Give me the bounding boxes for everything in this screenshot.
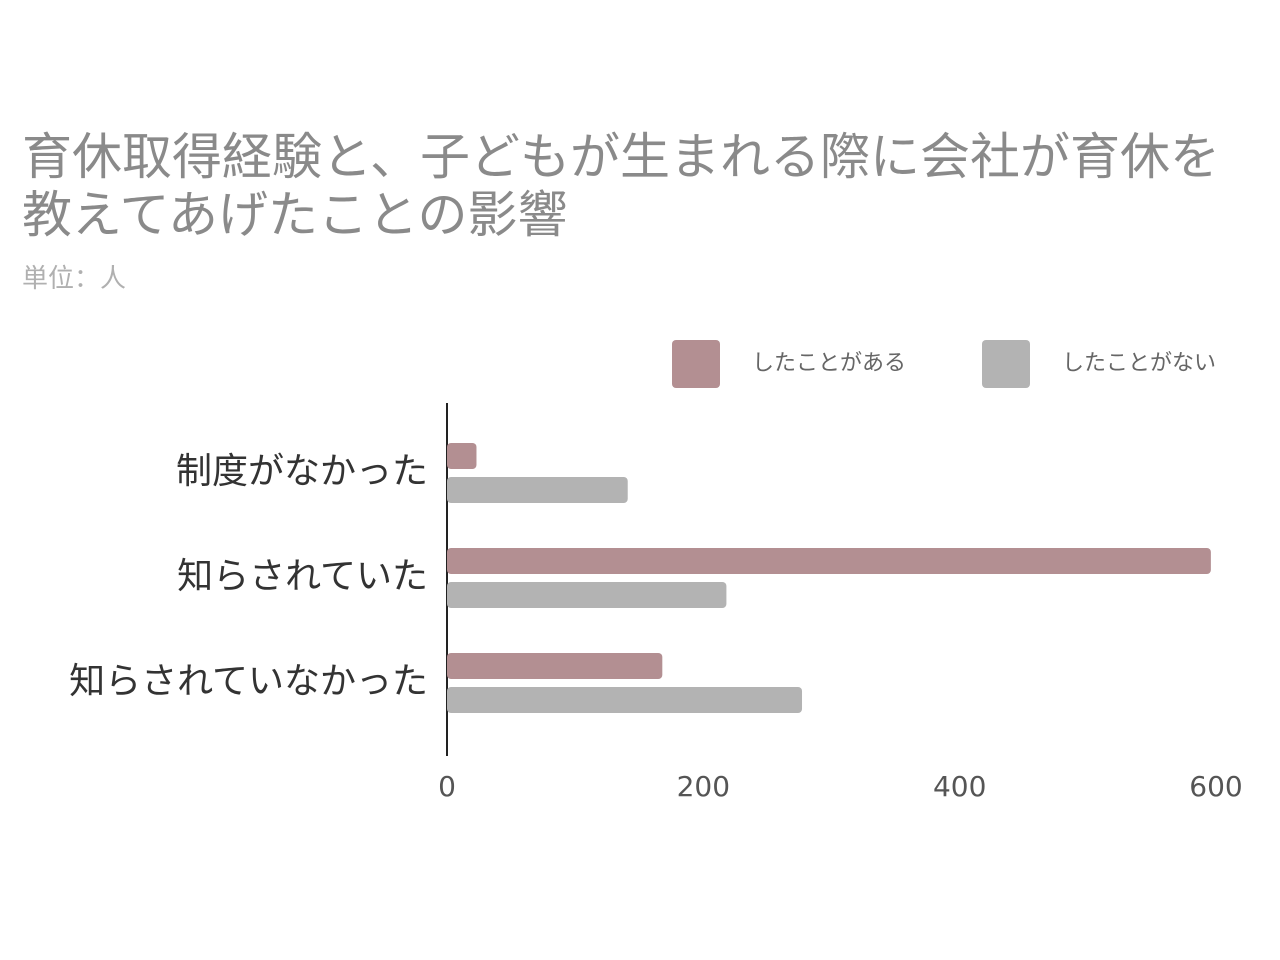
bar — [447, 443, 477, 469]
bar — [447, 582, 727, 608]
x-tick-label: 400 — [933, 770, 986, 803]
y-tick-label: 知らされていた — [177, 556, 428, 597]
chart-subtitle: 単位：人 — [22, 264, 127, 294]
chart-title: 育休取得経験と、子どもが生まれる際に会社が育休を教えてあげたことの影響 — [22, 128, 1220, 244]
bar — [447, 548, 1211, 574]
x-tick-label: 0 — [438, 770, 456, 803]
legend-label: したことがある — [752, 351, 906, 376]
legend-swatch — [672, 340, 720, 388]
x-tick-label: 200 — [677, 770, 730, 803]
x-tick-label: 600 — [1189, 770, 1242, 803]
bar — [447, 687, 803, 713]
bar — [447, 477, 628, 503]
legend-label: したことがない — [1062, 351, 1216, 376]
y-tick-label: 知らされていなかった — [69, 661, 428, 702]
y-tick-label: 制度がなかった — [176, 451, 428, 492]
legend-swatch — [982, 340, 1030, 388]
bar — [447, 653, 663, 679]
